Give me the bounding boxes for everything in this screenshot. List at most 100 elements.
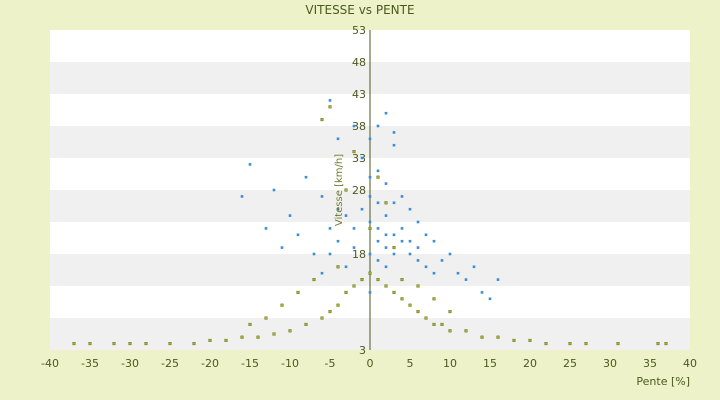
data-point [320,195,324,198]
data-point [400,195,404,198]
data-point [424,316,428,320]
data-point [664,342,668,346]
data-point [584,342,588,346]
data-point [392,201,396,205]
data-point [376,175,380,179]
data-point [528,338,532,342]
data-point [400,227,404,230]
data-point [400,297,404,301]
y-tick-label: 18 [352,248,366,261]
x-tick-label: -25 [161,357,179,370]
x-tick-label: -20 [201,357,219,370]
y-tick-label: 33 [352,152,366,165]
data-point [384,111,388,115]
data-points [72,99,668,346]
data-point [416,220,420,224]
data-point [352,124,356,128]
data-point [432,271,436,275]
data-point [368,291,372,294]
data-point [416,246,420,249]
data-point [368,252,372,256]
data-point [392,131,396,134]
data-point [304,175,308,179]
x-tick-label: -40 [41,357,59,370]
x-tick-label: 35 [643,357,657,370]
data-point [480,291,484,294]
data-point [392,290,396,294]
data-point [328,99,332,102]
data-point [296,233,300,237]
x-tick-label: 40 [683,357,697,370]
data-point [344,188,348,192]
data-point [488,297,492,301]
x-tick-label: -30 [121,357,139,370]
data-point [656,342,660,346]
data-point [544,342,548,346]
data-point [392,252,396,256]
data-point [112,342,116,346]
x-tick-label: -35 [81,357,99,370]
data-point [376,239,380,243]
y-tick-label: 48 [352,56,366,69]
x-tick-label: 30 [603,357,617,370]
y-tick-label: 38 [352,120,366,133]
x-axis-ticks: -40 -35 -30 -25 -20 -15 -10 -5 0 5 10 15 20 25 30 35 40 [41,357,697,370]
data-point [368,195,372,198]
y-axis-label: Vitesse [km/h] [334,154,345,226]
data-point [328,252,332,256]
data-point [320,118,324,122]
data-point [352,284,356,288]
data-point [384,265,388,269]
y-tick-label: 43 [352,88,366,101]
data-point [312,252,316,256]
data-point [336,239,340,243]
data-point [128,342,132,346]
data-point [88,342,92,346]
data-point [400,239,404,243]
data-point [376,169,380,173]
data-point [376,227,380,230]
data-point [440,322,444,326]
data-point [264,227,268,230]
data-point [384,182,388,185]
data-point [448,310,452,314]
data-point [392,143,396,147]
plot-area [50,30,690,350]
data-point [512,338,516,342]
data-point [208,338,212,342]
data-point [352,227,356,230]
data-point [280,246,284,249]
data-point [344,265,348,269]
data-point [320,271,324,275]
data-point [376,124,380,128]
data-point [384,201,388,205]
x-axis-label: Pente [%] [636,375,690,388]
data-point [424,265,428,269]
data-point [368,175,372,179]
y-tick-label: 28 [352,184,366,197]
data-point [384,284,388,288]
data-point [240,335,244,339]
data-point [328,105,332,109]
data-point [480,335,484,339]
data-point [248,163,252,166]
data-point [384,246,388,249]
data-point [568,342,572,346]
x-tick-label: 15 [483,357,497,370]
data-point [304,322,308,326]
data-point [448,329,452,333]
data-point [456,271,460,275]
data-point [472,265,476,269]
data-point [496,335,500,339]
x-tick-label: 25 [563,357,577,370]
data-point [368,271,372,275]
data-point [288,214,292,217]
data-point [320,316,324,320]
data-point [360,207,364,211]
data-point [408,207,412,211]
data-point [272,332,276,336]
data-point [256,335,260,339]
data-point [344,214,348,217]
x-tick-label: 20 [523,357,537,370]
